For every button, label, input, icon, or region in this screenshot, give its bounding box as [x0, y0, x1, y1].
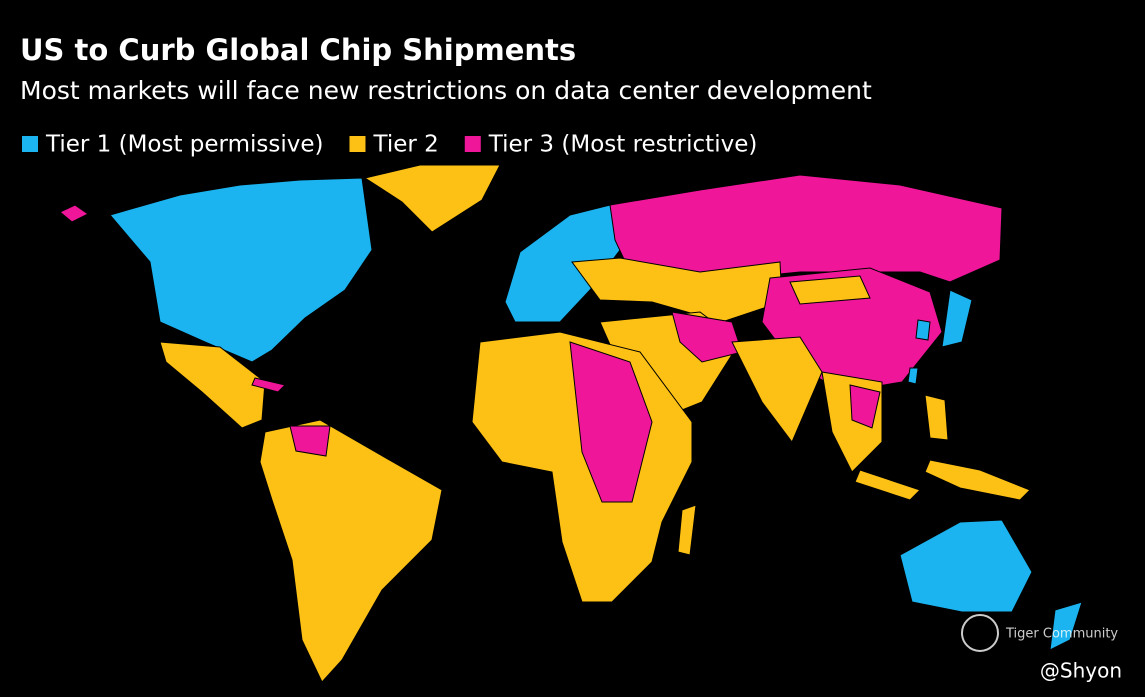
legend-swatch [464, 136, 481, 152]
taiwan [907, 367, 919, 385]
new-zealand [1049, 601, 1083, 651]
watermark-brand: Tiger Community [1005, 627, 1118, 642]
watermark-handle: @Shyon [1040, 659, 1122, 683]
alaska-region [59, 204, 89, 223]
indonesia-east [924, 459, 1031, 501]
title: US to Curb Global Chip Shipments [20, 33, 576, 67]
legend: Tier 1 (Most permissive) Tier 2 Tier 3 (Mo… [22, 132, 757, 158]
venezuela [289, 425, 331, 457]
iran-region [671, 311, 743, 363]
greenland [363, 164, 501, 233]
mexico-central-america [159, 341, 266, 429]
cuba [251, 377, 286, 393]
mongolia [789, 275, 871, 305]
world-map [59, 164, 1083, 683]
watermark-logo [961, 614, 999, 652]
philippines [924, 394, 949, 441]
legend-swatch [22, 136, 38, 152]
subtitle: Most markets will face new restrictions … [20, 76, 872, 105]
madagascar [677, 504, 697, 556]
korea [915, 319, 931, 341]
legend-swatch [349, 136, 366, 152]
south-america [259, 419, 443, 683]
japan [941, 289, 973, 348]
indochina [849, 384, 881, 429]
legend-label: Tier 2 [372, 132, 438, 158]
indonesia-west [854, 469, 921, 501]
legend-label: Tier 3 (Most restrictive) [488, 132, 758, 158]
legend-label: Tier 1 (Most permissive) [45, 132, 323, 158]
india [731, 336, 823, 443]
canada-us [109, 177, 373, 363]
australia [899, 519, 1033, 613]
central-africa [569, 341, 653, 503]
